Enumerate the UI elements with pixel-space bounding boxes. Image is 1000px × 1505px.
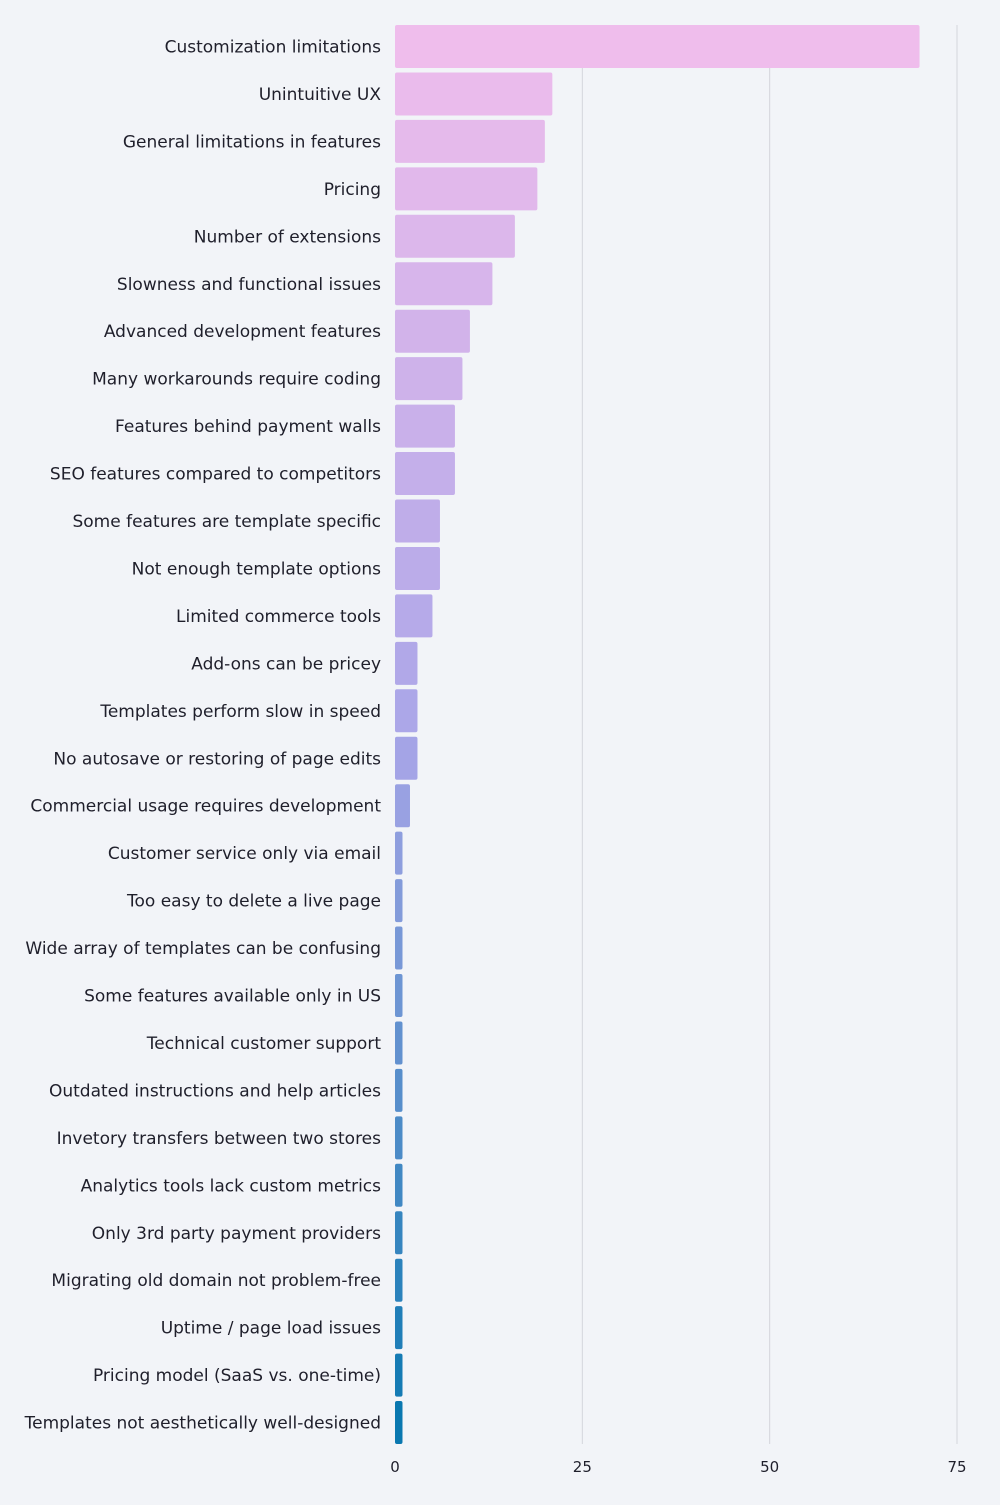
category-label: Unintuitive UX [259,85,382,105]
bar [395,499,440,543]
category-label: Slowness and functional issues [117,275,381,295]
x-axis-ticks: 0 25 50 75 [390,1458,966,1476]
bar [395,25,920,68]
bar [395,1021,403,1065]
grid-layer [581,25,958,1444]
category-label: Templates not aesthetically well-designe… [24,1414,381,1434]
bar [395,1306,403,1350]
bar [395,309,470,353]
x-tick-label: 0 [390,1458,400,1476]
bar [395,1163,403,1207]
x-tick-label: 50 [760,1458,779,1476]
bar [395,1211,403,1255]
category-label: Templates perform slow in speed [99,702,381,722]
category-label: Add-ons can be pricey [191,654,381,674]
bar [395,594,433,638]
bar [395,357,463,401]
category-label: Features behind payment walls [115,417,381,437]
x-tick-label: 75 [947,1458,966,1476]
category-label: Invetory transfers between two stores [57,1129,382,1149]
bar [395,119,545,163]
category-label: Limited commerce tools [176,607,381,627]
bar [395,546,440,590]
bar [395,784,410,828]
category-label: Some features available only in US [84,987,381,1007]
category-label: Many workarounds require coding [92,370,381,390]
bar [395,72,553,116]
category-label: Analytics tools lack custom metrics [81,1176,382,1196]
bar [395,1068,403,1112]
category-label: Advanced development features [104,322,381,342]
category-label: Technical customer support [146,1034,382,1054]
bar [395,926,403,970]
bar [395,879,403,923]
bar [395,831,403,875]
category-label: Number of extensions [194,227,381,247]
category-label: Migrating old domain not problem-free [51,1271,381,1291]
category-label: Pricing [324,180,381,200]
bar [395,1353,403,1397]
bar [395,1401,403,1445]
bar [395,262,493,306]
bar-layer [395,25,920,1445]
category-labels: Customization limitations Unintuitive UX G… [24,38,382,1434]
bar [395,974,403,1017]
category-label: Some features are template specific [72,512,381,532]
category-label: Only 3rd party payment providers [92,1224,381,1244]
bar [395,641,418,685]
category-label: Too easy to delete a live page [126,892,381,912]
category-label: SEO features compared to competitors [50,465,381,485]
bar [395,167,538,211]
category-label: Commercial usage requires development [30,797,381,817]
category-label: Pricing model (SaaS vs. one-time) [93,1366,381,1386]
category-label: Customer service only via email [108,844,381,864]
category-label: Wide array of templates can be confusing [25,939,381,959]
bar [395,404,455,448]
bar [395,452,455,496]
category-label: Not enough template options [132,559,381,579]
category-label: Outdated instructions and help articles [49,1081,381,1101]
bar [395,214,515,258]
bar [395,736,418,780]
bar [395,689,418,733]
category-label: Customization limitations [165,38,382,58]
category-label: Uptime / page load issues [161,1319,381,1339]
bar [395,1258,403,1302]
category-label: No autosave or restoring of page edits [53,749,381,769]
bar [395,1116,403,1160]
x-tick-label: 25 [573,1458,592,1476]
category-label: General limitations in features [123,132,381,152]
